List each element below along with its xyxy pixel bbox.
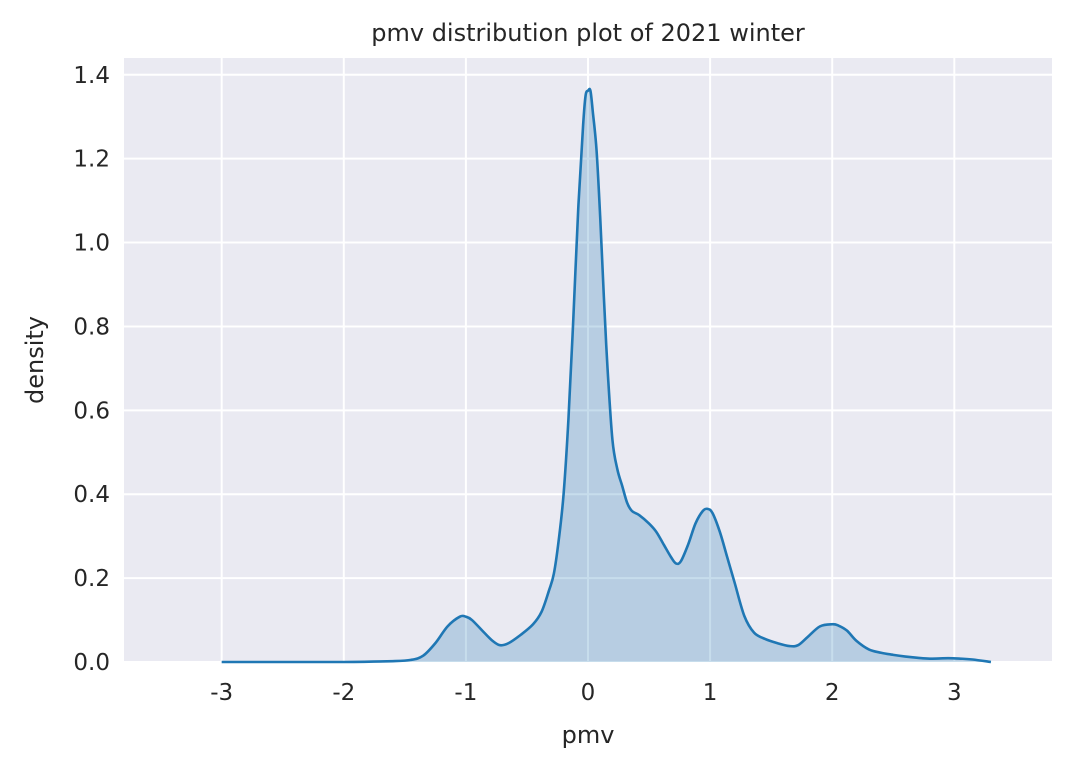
y-tick-labels: 0.0 0.2 0.4 0.6 0.8 1.0 1.2 1.4	[73, 63, 110, 676]
x-tick-label: 0	[581, 680, 596, 706]
x-axis-title: pmv	[562, 721, 615, 749]
y-tick-label: 0.2	[73, 566, 110, 592]
y-tick-label: 0.4	[73, 482, 110, 508]
y-tick-label: 0.6	[73, 398, 110, 424]
x-tick-label: -2	[332, 680, 355, 706]
x-tick-label: 1	[703, 680, 718, 706]
y-axis-title: density	[21, 316, 49, 404]
y-tick-label: 1.2	[73, 147, 110, 173]
density-curve-line	[221, 87, 992, 664]
x-tick-label: -1	[454, 680, 477, 706]
x-tick-label: 2	[825, 680, 840, 706]
x-tick-label: -3	[210, 680, 233, 706]
x-tick-label: 3	[947, 680, 962, 706]
density-area-fill	[221, 88, 991, 663]
x-tick-labels: -3 -2 -1 0 1 2 3	[210, 680, 961, 706]
chart-title: pmv distribution plot of 2021 winter	[371, 19, 805, 47]
y-tick-label: 0.8	[73, 314, 110, 340]
y-tick-label: 1.4	[73, 63, 110, 89]
y-tick-label: 1.0	[73, 231, 110, 257]
y-tick-label: 0.0	[73, 650, 110, 676]
